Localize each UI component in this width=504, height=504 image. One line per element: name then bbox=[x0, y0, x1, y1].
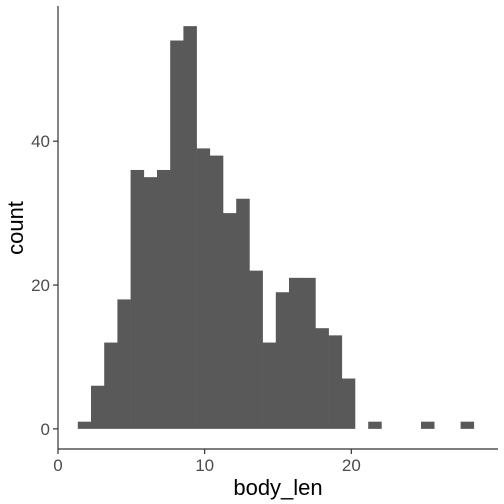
histogram-bar-0 bbox=[77, 421, 92, 429]
y-tick-label: 0 bbox=[41, 420, 50, 439]
x-tick-label: 10 bbox=[195, 456, 214, 475]
histogram-bar-23 bbox=[460, 421, 475, 429]
histogram-bar-22 bbox=[421, 421, 435, 429]
histogram-bar-13 bbox=[249, 270, 263, 429]
histogram-bar-21 bbox=[368, 421, 382, 429]
histogram-bar-8 bbox=[183, 26, 197, 429]
histogram-bar-14 bbox=[262, 342, 277, 429]
y-axis-title: count bbox=[3, 201, 28, 255]
histogram-bar-16 bbox=[289, 277, 303, 429]
histogram-bar-17 bbox=[302, 277, 316, 429]
x-axis-title: body_len bbox=[233, 475, 322, 500]
histogram-bar-15 bbox=[275, 292, 290, 429]
histogram-bar-3 bbox=[117, 299, 131, 429]
histogram-bar-11 bbox=[223, 213, 237, 429]
x-tick-label: 0 bbox=[53, 456, 62, 475]
histogram-bar-7 bbox=[170, 40, 184, 429]
histogram-bar-1 bbox=[91, 385, 105, 429]
bars-group bbox=[77, 26, 475, 429]
histogram-bar-2 bbox=[104, 342, 118, 429]
ticks-group: 0 20 40 0 10 20 bbox=[31, 132, 361, 475]
y-tick-label: 20 bbox=[31, 276, 50, 295]
histogram-bar-9 bbox=[196, 148, 211, 429]
y-tick-label: 40 bbox=[31, 132, 50, 151]
histogram-bar-12 bbox=[236, 198, 250, 429]
histogram-bar-5 bbox=[143, 177, 158, 429]
histogram-bar-19 bbox=[328, 335, 343, 429]
histogram-bar-6 bbox=[157, 169, 171, 429]
histogram-bar-20 bbox=[341, 378, 356, 429]
histogram-bar-18 bbox=[315, 328, 329, 429]
x-tick-label: 20 bbox=[342, 456, 361, 475]
histogram-bar-4 bbox=[130, 169, 145, 429]
histogram-bar-10 bbox=[209, 155, 224, 429]
